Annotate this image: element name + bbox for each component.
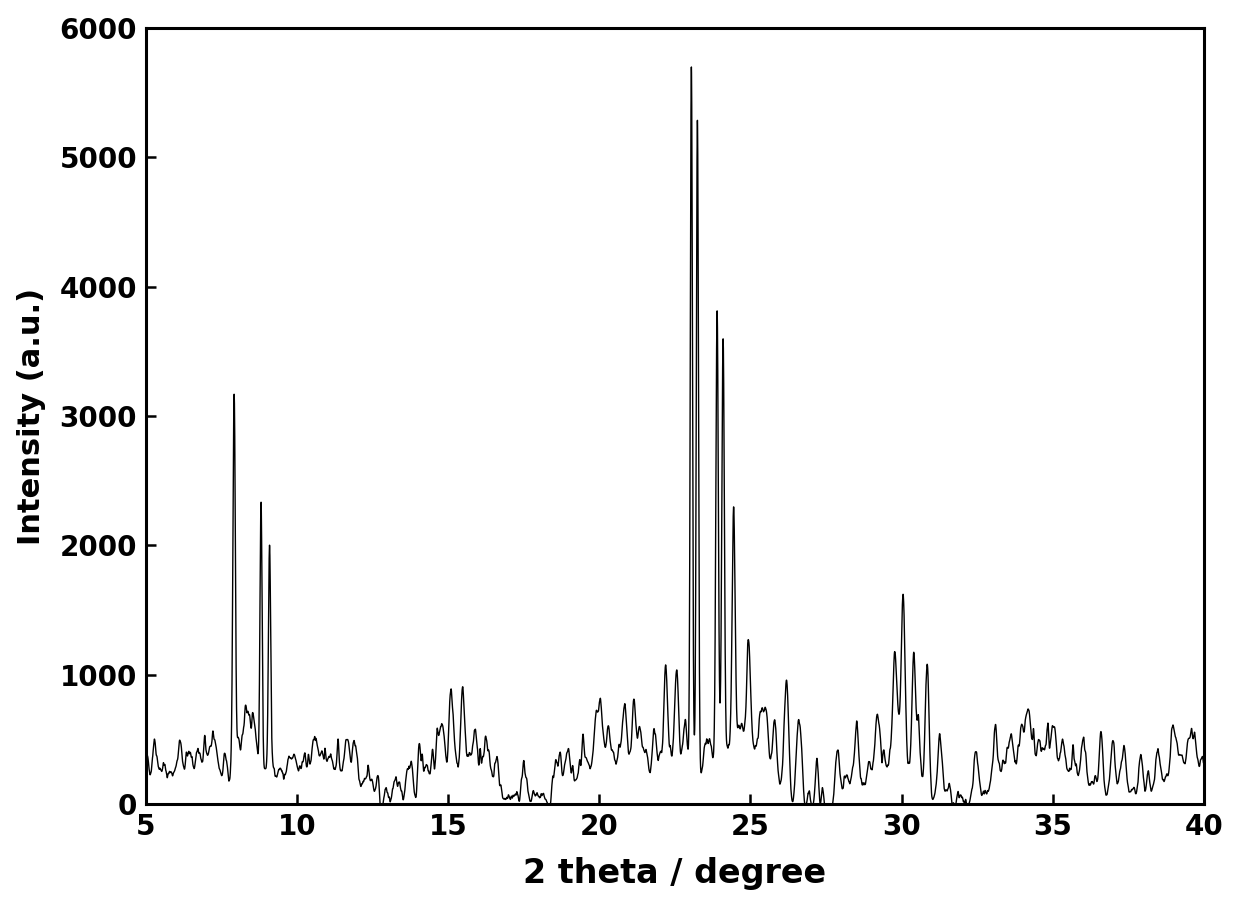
Y-axis label: Intensity (a.u.): Intensity (a.u.) bbox=[16, 288, 46, 544]
X-axis label: 2 theta / degree: 2 theta / degree bbox=[523, 857, 826, 891]
